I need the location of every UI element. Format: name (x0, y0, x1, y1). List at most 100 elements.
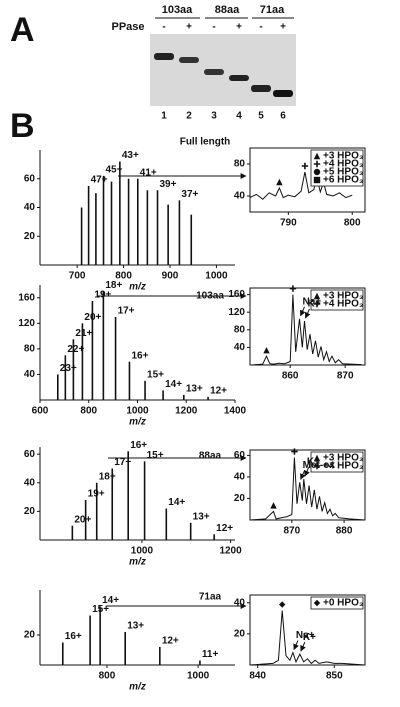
lane-number: 6 (280, 111, 286, 122)
legend-marker (313, 300, 321, 308)
gel-band (251, 85, 271, 92)
x-tick-label: 1000 (126, 406, 149, 417)
treatment-sign: + (236, 22, 242, 33)
peak-label: 16+ (65, 631, 82, 642)
peak-label: 41+ (140, 167, 157, 178)
chart-title: 88aa (199, 451, 222, 462)
x-tick-label: 870 (283, 526, 300, 537)
peak-label: 14+ (168, 497, 185, 508)
panel-label: A (10, 11, 35, 49)
y-tick-label: 60 (24, 449, 36, 460)
annotation-arrow (304, 308, 311, 319)
x-tick-label: 600 (32, 406, 49, 417)
peak-label: 45+ (106, 165, 123, 176)
lane-labels: - + - + - +1 2 3 4 5 6 (161, 22, 286, 122)
peak-label: 16+ (130, 440, 147, 451)
legend-label: +4 HPO₃ (323, 461, 364, 472)
x-tick-label: 1000 (205, 271, 228, 282)
x-tick-label: 800 (80, 406, 97, 417)
panel-label: B (10, 107, 35, 145)
y-tick-label: 60 (24, 173, 36, 184)
y-tick-label: 80 (24, 344, 36, 355)
x-tick-label: 1200 (219, 546, 242, 557)
x-tick-label: 840 (249, 671, 266, 682)
legend-marker (313, 168, 321, 176)
legend-label: +3 HPO₃ (323, 453, 364, 464)
annotation: K+ (307, 457, 320, 468)
legend-label: +4 HPO₃ (323, 159, 364, 170)
x-tick-label: 1200 (175, 406, 198, 417)
annotation: Na+ (303, 296, 322, 307)
legend-frame (310, 289, 364, 311)
lane-number: 4 (236, 111, 242, 122)
x-tick-label: 870 (337, 371, 354, 382)
y-tick-label: 40 (234, 191, 246, 202)
y-tick-label: 80 (234, 159, 246, 170)
legend-marker (313, 152, 321, 160)
profile (249, 457, 366, 521)
y-tick-label: 20 (24, 231, 36, 242)
peak-label: 11+ (202, 649, 219, 660)
lane-number: 3 (211, 111, 217, 122)
chart-title: 71aa (199, 592, 222, 603)
plot-frame (249, 287, 366, 366)
peak-label: 13+ (127, 621, 144, 632)
x-tick-label: 1400 (224, 406, 247, 417)
x-tick-label: 800 (115, 271, 132, 282)
legend-marker (313, 176, 321, 184)
peak-label: 13+ (186, 384, 203, 395)
legend-marker (313, 462, 321, 470)
x-tick-label: 850 (326, 671, 343, 682)
legend-label: +3 HPO₃ (323, 151, 364, 162)
annotation: K+ (307, 299, 320, 310)
x-axis-label: m/z (129, 282, 146, 293)
peak-marker (276, 178, 283, 186)
profile (249, 610, 366, 666)
y-tick-label: 40 (24, 369, 36, 380)
group-label: 71aa (260, 4, 285, 16)
lane-number: 1 (161, 111, 167, 122)
peak-label: 17+ (114, 457, 131, 468)
y-tick-label: 40 (234, 342, 246, 353)
profile (251, 294, 362, 366)
gel-band (229, 75, 249, 81)
gel-band (204, 69, 224, 75)
x-tick-label: 1000 (131, 546, 154, 557)
plot-frame (249, 147, 366, 213)
treatment-label: PPase (111, 21, 144, 33)
legend-label: +5 HPO₃ (323, 167, 364, 178)
peak-label: 23+ (60, 363, 77, 374)
y-tick-label: 40 (24, 202, 36, 213)
x-tick-label: 1000 (187, 671, 210, 682)
treatment-sign: + (280, 22, 286, 33)
y-tick-label: 120 (18, 318, 35, 329)
legend-marker (313, 599, 321, 607)
y-tick-label: 60 (234, 450, 246, 461)
profile (249, 171, 353, 200)
gel-band (273, 90, 293, 97)
peak-label: 12+ (162, 636, 179, 647)
annotation-arrow (300, 470, 306, 480)
x-tick-label: 880 (336, 526, 353, 537)
y-tick-label: 40 (234, 472, 246, 483)
peak-label: 12+ (210, 385, 227, 396)
peak-label: 15+ (147, 450, 164, 461)
x-tick-label: 800 (344, 218, 361, 229)
y-tick-label: 20 (24, 506, 36, 517)
peak-label: 37+ (181, 189, 198, 200)
peak-label: 22+ (67, 344, 84, 355)
peak-label: 20+ (74, 514, 91, 525)
peak-label: 21+ (75, 328, 92, 339)
x-tick-label: 700 (69, 271, 86, 282)
peak-label: 12+ (216, 523, 233, 534)
annotation: K+ (303, 632, 316, 643)
legend-label: +6 HPO₃ (323, 175, 364, 186)
treatment-sign: + (186, 22, 192, 33)
y-tick-label: 120 (228, 307, 245, 318)
annotation-arrow (299, 306, 306, 317)
treatment-sign: - (212, 22, 215, 33)
peak-label: 16+ (131, 350, 148, 361)
x-tick-label: 900 (162, 271, 179, 282)
peak-label: 18+ (99, 471, 116, 482)
